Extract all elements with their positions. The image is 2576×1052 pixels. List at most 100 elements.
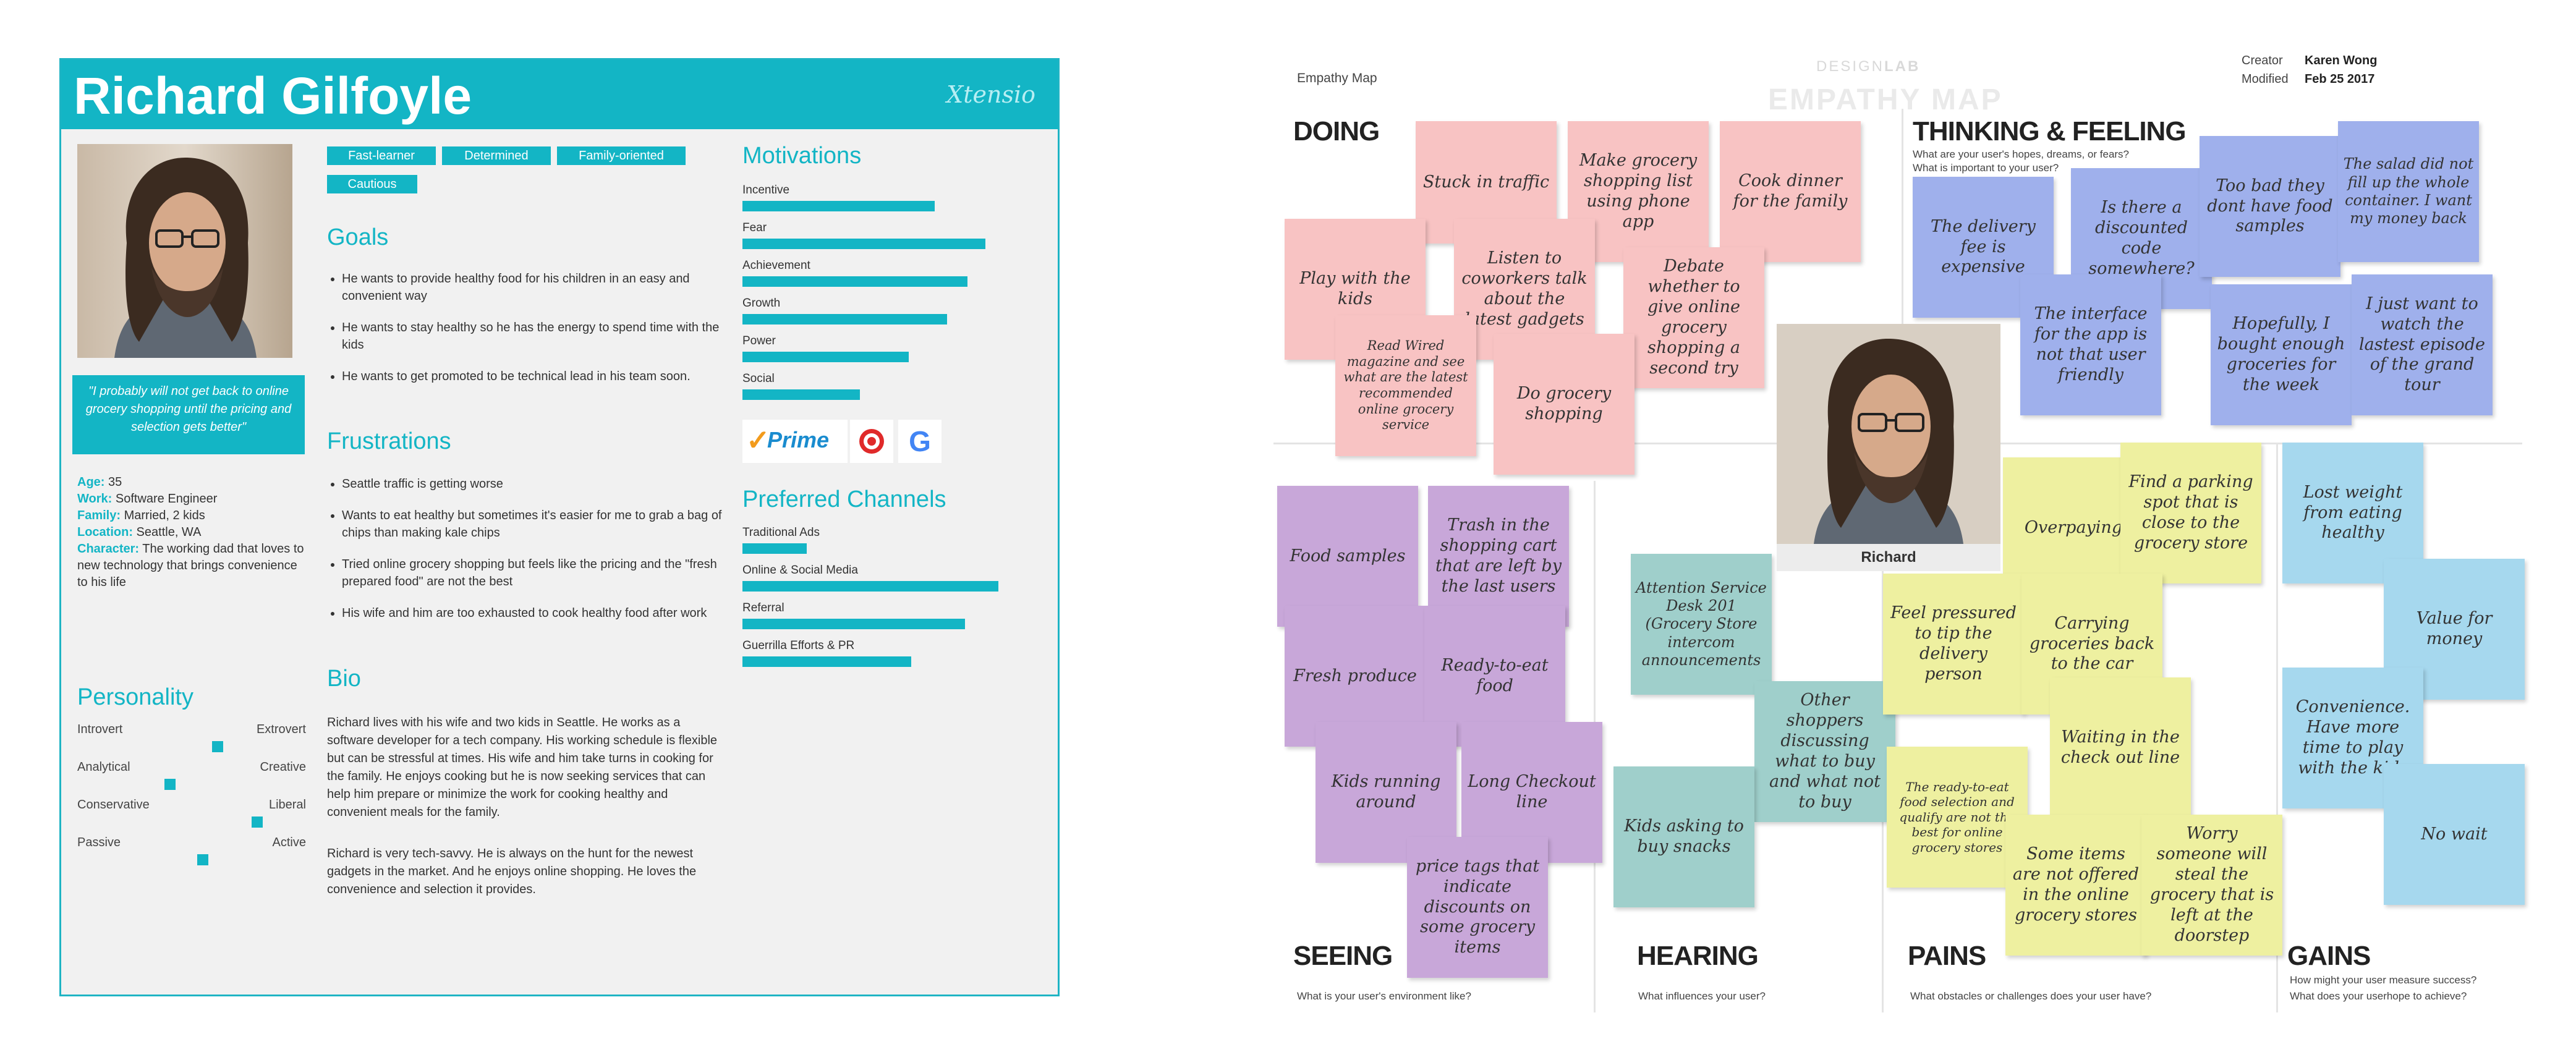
sticky-note: The interface for the app is not that us… xyxy=(2020,274,2161,415)
quadrant-hearing-sub: What influences your user? xyxy=(1638,990,1766,1002)
quadrant-gains-sub: What does your userhope to achieve? xyxy=(2290,990,2467,1002)
sticky-note: price tags that indicate discounts on so… xyxy=(1407,837,1548,978)
personality-sliders: Introvert Extrovert Analytical Creative … xyxy=(77,723,306,871)
fact-character: Character: The working dad that loves to… xyxy=(77,542,304,589)
quadrant-hearing-title: HEARING xyxy=(1637,941,1759,971)
quadrant-thinking-sub: What are your user's hopes, dreams, or f… xyxy=(1913,148,2130,160)
sticky-note: The ready-to-eat food selection and qual… xyxy=(1887,747,2028,888)
sticky-note: I just want to watch the lastest episode… xyxy=(2352,274,2493,415)
sticky-note: Do grocery shopping xyxy=(1494,334,1634,475)
quadrant-pains-sub: What obstacles or challenges does your u… xyxy=(1910,990,2152,1002)
quadrant-pains-title: PAINS xyxy=(1908,941,1986,971)
sticky-note: Value for money xyxy=(2384,559,2525,700)
frustration-item: Tried online grocery shopping but feels … xyxy=(342,556,723,590)
quadrant-doing-title: DOING xyxy=(1293,116,1380,146)
sticky-note: Hopefully, I bought enough groceries for… xyxy=(2211,284,2352,425)
amazon-prime-logo: ✓ Prime xyxy=(742,420,848,463)
empathy-map-title: Empathy Map xyxy=(1297,71,1377,85)
goal-item: He wants to get promoted to be technical… xyxy=(342,368,723,385)
persona-header: Richard Gilfoyle Xtensio xyxy=(61,60,1058,129)
trait-tag: Cautious xyxy=(327,175,417,193)
trait-left-label: Introvert xyxy=(77,723,123,736)
trait-slider-dot xyxy=(212,741,223,752)
fact-age: Age: 35 xyxy=(77,475,122,489)
sticky-note: Food samples xyxy=(1277,486,1418,627)
bar-fill xyxy=(742,352,909,362)
trait-left-label: Conservative xyxy=(77,798,150,812)
center-name-label: Richard xyxy=(1777,544,2000,571)
quadrant-thinking-title: THINKING & FEELING xyxy=(1913,116,2187,146)
bar-fill xyxy=(742,543,807,554)
bio-title: Bio xyxy=(327,666,361,692)
bar-label: Social xyxy=(742,372,775,385)
modified-value: Feb 25 2017 xyxy=(2305,72,2375,86)
bar-label: Incentive xyxy=(742,184,790,197)
sticky-note: Attention Service Desk 201 (Grocery Stor… xyxy=(1631,554,1772,695)
frustration-item: Seattle traffic is getting worse xyxy=(342,475,723,493)
sticky-note: Waiting in the check out line xyxy=(2050,677,2191,818)
sticky-note: Worry someone will steal the grocery tha… xyxy=(2141,815,2282,956)
persona-name: Richard Gilfoyle xyxy=(74,67,472,125)
sticky-note: Fresh produce xyxy=(1285,606,1426,747)
sticky-note: Cook dinner for the family xyxy=(1720,121,1861,262)
frustrations-list: Seattle traffic is getting worse Wants t… xyxy=(327,475,723,636)
persona-facts: Age: 35 Work: Software Engineer Family: … xyxy=(77,474,306,591)
bar-label: Traditional Ads xyxy=(742,526,820,539)
bar-fill xyxy=(742,276,967,287)
empathy-map: Empathy Map DESIGNLAB EMPATHY MAP Creato… xyxy=(1273,0,2576,1052)
frustration-item: His wife and him are too exhausted to co… xyxy=(342,604,723,622)
bar-fill xyxy=(742,314,947,325)
creator-label: Creator xyxy=(2242,54,2283,67)
goals-title: Goals xyxy=(327,224,389,250)
sticky-note: Trash in the shopping cart that are left… xyxy=(1428,486,1569,627)
quadrant-thinking-sub: What is important to your user? xyxy=(1913,162,2059,174)
trait-left-label: Analytical xyxy=(77,760,130,774)
trait-tag: Family-oriented xyxy=(557,146,686,165)
trait-right-label: Active xyxy=(272,836,306,849)
bar-fill xyxy=(742,581,998,592)
bar-label: Fear xyxy=(742,221,767,234)
grid-line xyxy=(2276,444,2278,1012)
trait-right-label: Liberal xyxy=(268,798,306,812)
persona-card: Richard Gilfoyle Xtensio "I probably wil… xyxy=(59,58,1060,996)
motivations-title: Motivations xyxy=(742,143,862,169)
trait-right-label: Creative xyxy=(260,760,306,774)
goal-item: He wants to stay healthy so he has the e… xyxy=(342,319,723,354)
bar-fill xyxy=(742,239,985,249)
empathy-watermark: EMPATHY MAP xyxy=(1768,83,2003,116)
trait-slider-dot xyxy=(197,854,208,865)
bar-label: Online & Social Media xyxy=(742,564,858,577)
target-logo xyxy=(850,420,893,463)
sticky-note: No wait xyxy=(2384,764,2525,905)
modified-label: Modified xyxy=(2242,72,2289,86)
fact-location: Location: Seattle, WA xyxy=(77,525,202,539)
google-logo: G xyxy=(898,420,942,463)
channels-title: Preferred Channels xyxy=(742,486,946,512)
bar-fill xyxy=(742,201,935,211)
designlab-logo: DESIGNLAB xyxy=(1816,58,1921,75)
frustrations-title: Frustrations xyxy=(327,428,451,454)
persona-photo-center xyxy=(1777,324,2000,544)
bar-label: Power xyxy=(742,334,776,347)
quadrant-gains-sub: How might your user measure success? xyxy=(2290,974,2477,986)
trait-tag: Fast-learner xyxy=(327,146,436,165)
personality-title: Personality xyxy=(77,684,193,710)
goal-item: He wants to provide healthy food for his… xyxy=(342,270,723,305)
bar-fill xyxy=(742,656,911,667)
prime-check-icon: ✓ xyxy=(746,424,770,456)
quadrant-seeing-sub: What is your user's environment like? xyxy=(1297,990,1471,1002)
sticky-note: Other shoppers discussing what to buy an… xyxy=(1754,681,1895,822)
bar-fill xyxy=(742,389,860,400)
trait-slider-dot xyxy=(252,817,263,828)
sticky-note: Find a parking spot that is close to the… xyxy=(2120,443,2261,583)
trait-tag: Determined xyxy=(442,146,551,165)
creator-value: Karen Wong xyxy=(2305,54,2378,67)
bio-paragraph: Richard lives with his wife and two kids… xyxy=(327,716,718,819)
bar-fill xyxy=(742,619,965,629)
grid-line xyxy=(1902,109,1903,443)
trait-slider-dot xyxy=(164,779,176,790)
fact-family: Family: Married, 2 kids xyxy=(77,509,205,522)
sticky-note: Too bad they dont have food samples xyxy=(2200,136,2340,277)
sticky-note: Some items are not offered in the online… xyxy=(2005,815,2146,956)
persona-photo xyxy=(77,144,292,358)
